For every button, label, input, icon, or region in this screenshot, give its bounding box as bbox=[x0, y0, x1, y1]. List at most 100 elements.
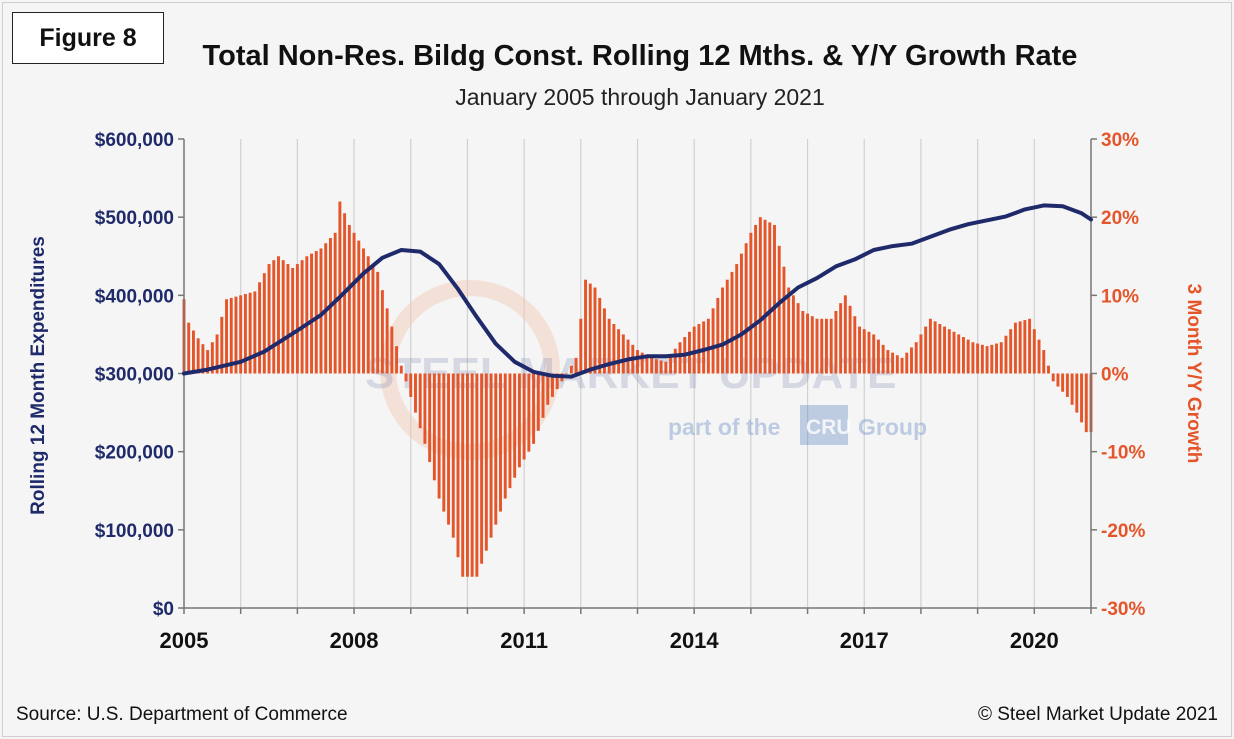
growth-bar bbox=[1075, 373, 1079, 413]
growth-bar bbox=[910, 347, 913, 374]
growth-bar bbox=[692, 326, 696, 374]
growth-bar bbox=[995, 343, 998, 374]
growth-bar bbox=[465, 373, 469, 577]
growth-bar bbox=[461, 373, 465, 577]
growth-bar bbox=[229, 297, 233, 374]
growth-bar bbox=[310, 253, 314, 374]
growth-bar bbox=[824, 318, 828, 374]
y-axis-left-title: Rolling 12 Month Expenditures bbox=[28, 236, 49, 515]
growth-bar bbox=[366, 256, 370, 374]
growth-bar bbox=[952, 331, 956, 374]
growth-bar bbox=[291, 267, 295, 374]
growth-bar bbox=[574, 357, 578, 374]
growth-bar bbox=[999, 342, 1003, 374]
growth-bar bbox=[843, 295, 847, 374]
growth-bar bbox=[551, 373, 554, 397]
growth-bar bbox=[900, 357, 904, 374]
growth-bar bbox=[933, 321, 937, 374]
tick-labels: $0 $100,000 $200,000 $300,000 $400,000 $500,0… bbox=[95, 130, 1146, 653]
growth-bar bbox=[839, 303, 843, 374]
growth-bar bbox=[565, 373, 569, 374]
growth-bar bbox=[721, 287, 724, 374]
growth-bar bbox=[371, 264, 375, 374]
growth-bar bbox=[593, 287, 597, 374]
growth-bar bbox=[782, 266, 786, 374]
growth-bar bbox=[1023, 320, 1027, 374]
y-tick-label-left: $300,000 bbox=[95, 365, 174, 386]
growth-bar bbox=[961, 337, 965, 374]
growth-bar bbox=[347, 224, 351, 374]
growth-bar bbox=[555, 373, 559, 390]
growth-bar bbox=[536, 373, 540, 431]
growth-bar bbox=[201, 344, 205, 374]
growth-bar bbox=[272, 260, 276, 374]
growth-bar bbox=[418, 373, 422, 429]
growth-bar bbox=[475, 373, 479, 577]
x-tick-label: 2008 bbox=[330, 628, 379, 653]
growth-bar bbox=[385, 308, 389, 374]
y-tick-label-left: $100,000 bbox=[95, 521, 174, 542]
growth-bar bbox=[697, 323, 701, 374]
growth-bar bbox=[470, 373, 474, 577]
growth-bar bbox=[489, 373, 493, 538]
chart-title: Total Non-Res. Bildg Const. Rolling 12 M… bbox=[202, 40, 1078, 72]
watermark-tail: Group bbox=[858, 414, 927, 440]
growth-bar bbox=[914, 342, 918, 374]
growth-bar bbox=[546, 373, 550, 405]
growth-bar bbox=[522, 373, 526, 460]
growth-bar bbox=[380, 290, 384, 374]
watermark-sub: part of the bbox=[668, 414, 780, 440]
growth-bar bbox=[636, 350, 639, 374]
growth-bar bbox=[626, 339, 630, 374]
growth-bar bbox=[319, 248, 323, 374]
y-tick-label-right: 0% bbox=[1101, 365, 1129, 386]
y-tick-label-right: 30% bbox=[1101, 130, 1139, 151]
y-tick-label-left: $400,000 bbox=[95, 286, 174, 307]
growth-bar bbox=[314, 251, 318, 374]
growth-bar bbox=[267, 264, 271, 374]
growth-bar bbox=[569, 365, 573, 374]
growth-bar bbox=[985, 346, 989, 374]
growth-bar bbox=[976, 343, 980, 374]
figure-label: Figure 8 bbox=[12, 12, 164, 64]
growth-bar bbox=[763, 219, 767, 374]
growth-bar bbox=[352, 232, 356, 374]
growth-bar bbox=[395, 346, 399, 374]
growth-bar bbox=[768, 222, 772, 374]
growth-bar bbox=[456, 373, 460, 558]
y-tick-label-right: -30% bbox=[1101, 599, 1145, 620]
x-tick-label: 2005 bbox=[160, 628, 209, 653]
growth-bar bbox=[834, 310, 838, 374]
growth-bar bbox=[532, 373, 536, 444]
growth-bar bbox=[938, 323, 942, 374]
growth-bar bbox=[338, 201, 342, 374]
growth-bar bbox=[399, 365, 403, 374]
growth-bar bbox=[215, 334, 219, 374]
growth-bar bbox=[409, 373, 413, 397]
watermark-badge-box bbox=[800, 405, 848, 445]
growth-bar bbox=[1056, 373, 1060, 387]
growth-bar bbox=[517, 373, 521, 468]
growth-bar bbox=[659, 360, 663, 374]
growth-bar bbox=[527, 373, 531, 452]
growth-bar bbox=[650, 357, 654, 374]
growth-bar bbox=[1009, 329, 1013, 374]
growth-bar bbox=[791, 295, 795, 374]
x-tick-label: 2014 bbox=[670, 628, 720, 653]
growth-bar bbox=[777, 245, 781, 374]
growth-bar bbox=[669, 355, 673, 374]
growth-bar bbox=[664, 361, 668, 374]
growth-bar bbox=[716, 297, 720, 374]
growth-bar bbox=[886, 350, 890, 374]
growth-bar bbox=[881, 344, 885, 374]
growth-bar bbox=[858, 326, 861, 374]
growth-bar bbox=[725, 279, 729, 374]
growth-bar bbox=[220, 316, 224, 374]
y-tick-label-right: -10% bbox=[1101, 443, 1145, 464]
growth-bar bbox=[810, 316, 814, 374]
growth-bar bbox=[853, 316, 857, 374]
growth-bar bbox=[1004, 335, 1008, 374]
growth-bar bbox=[414, 373, 417, 413]
growth-bar bbox=[494, 373, 498, 525]
growth-bar bbox=[971, 342, 975, 374]
